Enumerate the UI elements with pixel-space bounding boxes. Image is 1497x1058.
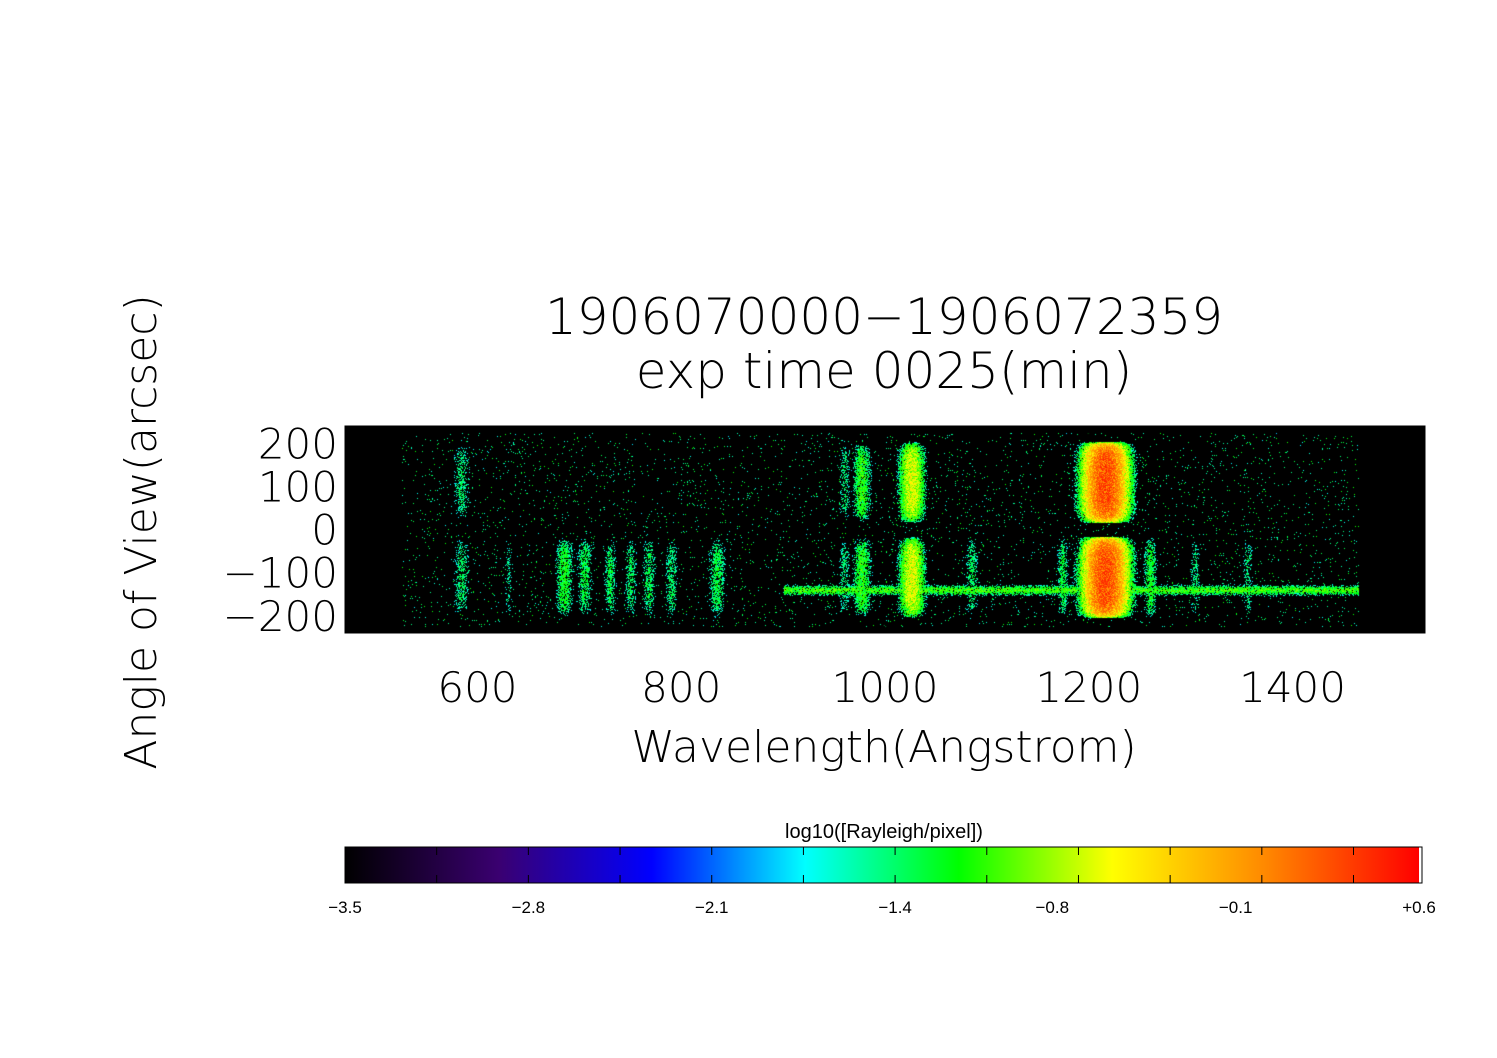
heatmap-image: [345, 426, 1425, 633]
y-axis-label: Angle of View(arcsec): [116, 294, 167, 769]
x-axis-label: Wavelength(Angstrom): [631, 722, 1136, 773]
y-tick-label: 200: [258, 419, 338, 468]
colorbar-tick-label: −3.5: [328, 898, 362, 917]
y-tick-label: −200: [223, 592, 338, 641]
colorbar-ticks: −3.5 −2.8 −2.1 −1.4 −0.8 −0.1 +0.6: [328, 847, 1436, 917]
y-tick-label: −100: [223, 549, 338, 598]
colorbar-tick-label: +0.6: [1402, 898, 1436, 917]
x-tick-label: 800: [641, 663, 721, 712]
y-tick-label: 100: [258, 462, 338, 511]
colorbar-tick-label: −0.1: [1219, 898, 1253, 917]
x-tick-label: 1200: [1035, 663, 1142, 712]
x-axis: 600 800 1000 1200 1400: [375, 426, 1395, 712]
chart-title: 1906070000−1906072359: [545, 288, 1223, 346]
colorbar-label: log10([Rayleigh/pixel]): [785, 821, 983, 843]
colorbar-gradient: [345, 847, 1419, 883]
chart-subtitle: exp time 0025(min): [636, 342, 1133, 400]
colorbar: [344, 846, 1423, 884]
colorbar-tick-label: −1.4: [878, 898, 912, 917]
colorbar-tick-label: −0.8: [1035, 898, 1069, 917]
x-tick-label: 1000: [832, 663, 939, 712]
heatmap-plot-area: [344, 425, 1426, 634]
colorbar-frame: [344, 846, 1423, 884]
colorbar-tick-label: −2.1: [695, 898, 729, 917]
colorbar-tick-label: −2.8: [512, 898, 546, 917]
y-tick-label: 0: [311, 506, 338, 555]
x-tick-label: 600: [437, 663, 517, 712]
x-tick-label: 1400: [1239, 663, 1346, 712]
